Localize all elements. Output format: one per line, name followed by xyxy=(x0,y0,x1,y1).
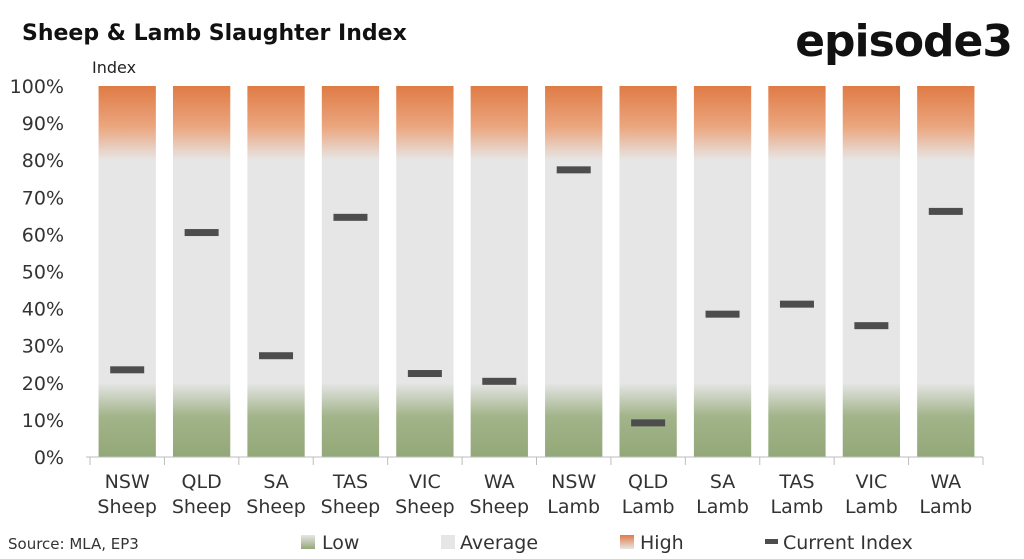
x-tick-label: VIC Lamb xyxy=(845,471,898,518)
source-note: Source: MLA, EP3 xyxy=(8,535,139,553)
x-tick-label: QLD Sheep xyxy=(172,471,232,518)
current-index-marker xyxy=(407,370,442,378)
y-tick-label: 20% xyxy=(22,373,64,395)
y-tick-label: 80% xyxy=(22,150,64,172)
x-tick-label: WA Sheep xyxy=(470,471,530,518)
y-tick-label: 50% xyxy=(22,262,64,284)
legend-swatch-current-index xyxy=(765,539,778,544)
y-axis-label: Index xyxy=(92,58,136,77)
bars xyxy=(98,86,975,457)
legend-swatch-low xyxy=(301,535,315,549)
current-index-marker xyxy=(333,213,368,221)
y-axis-ticks: 0% 10% 20% 30% 40% 50% 60% 70% 80% 90% 100% xyxy=(10,76,64,469)
legend-label-average: Average xyxy=(460,532,538,554)
range-bar xyxy=(247,86,305,457)
range-bar xyxy=(321,86,380,457)
legend-label-current-index: Current Index xyxy=(783,532,913,554)
current-index-marker xyxy=(259,352,294,360)
legend: Low Average High Current Index xyxy=(301,532,913,554)
current-index-marker xyxy=(556,166,591,174)
x-tick-label: SA Sheep xyxy=(246,471,306,518)
x-tick-label: VIC Sheep xyxy=(395,471,455,518)
range-bar xyxy=(693,86,752,457)
x-tick-label: TAS Sheep xyxy=(321,471,381,518)
current-index-marker xyxy=(631,419,666,427)
current-index-marker xyxy=(110,366,145,374)
y-tick-label: 100% xyxy=(10,76,64,98)
y-tick-label: 60% xyxy=(22,224,64,246)
x-tick-label: SA Lamb xyxy=(696,471,749,518)
x-tick-label: WA Lamb xyxy=(919,471,972,518)
y-tick-label: 10% xyxy=(22,410,64,432)
episode3-logo: episode3 xyxy=(795,16,1012,67)
legend-swatch-average xyxy=(441,535,455,549)
current-index-marker xyxy=(482,377,517,385)
range-bar xyxy=(619,86,677,457)
y-tick-label: 90% xyxy=(22,113,64,135)
legend-swatch-high xyxy=(620,535,634,549)
x-axis xyxy=(86,456,984,465)
range-bar xyxy=(768,86,826,457)
x-tick-label: QLD Lamb xyxy=(622,471,675,518)
y-tick-label: 30% xyxy=(22,336,64,358)
current-index-markers xyxy=(110,166,963,427)
current-index-marker xyxy=(854,322,889,330)
current-index-marker xyxy=(928,207,963,215)
range-bar xyxy=(917,86,975,457)
current-index-marker xyxy=(184,229,219,237)
y-tick-label: 70% xyxy=(22,187,64,209)
x-tick-label: NSW Lamb xyxy=(547,471,600,518)
x-tick-label: TAS Lamb xyxy=(771,471,824,518)
x-axis-ticks: NSW Sheep QLD Sheep SA Sheep TAS Sheep VIC Sheep W… xyxy=(97,471,972,518)
legend-label-low: Low xyxy=(322,532,359,554)
range-bar xyxy=(396,86,454,457)
chart-title: Sheep & Lamb Slaughter Index xyxy=(22,21,407,46)
current-index-marker xyxy=(779,300,814,308)
current-index-marker xyxy=(705,310,740,318)
range-bar xyxy=(842,86,901,457)
range-bar xyxy=(172,86,231,457)
x-tick-label: NSW Sheep xyxy=(97,471,157,518)
range-bar xyxy=(470,86,528,457)
y-tick-label: 0% xyxy=(34,447,64,469)
range-bar xyxy=(98,86,156,457)
range-bar xyxy=(545,86,603,457)
legend-label-high: High xyxy=(640,532,684,554)
y-tick-label: 40% xyxy=(22,299,64,321)
